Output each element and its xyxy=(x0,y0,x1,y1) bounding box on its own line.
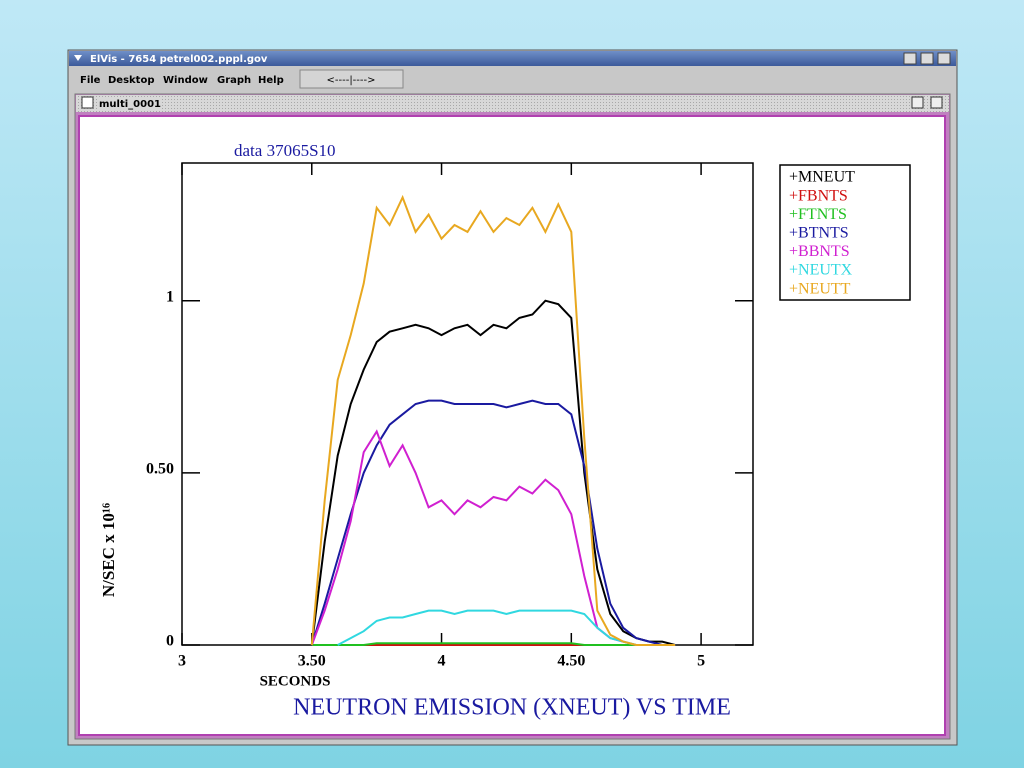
legend xyxy=(779,164,911,301)
subwindow-icon[interactable] xyxy=(81,96,94,109)
subwindow-title-bg xyxy=(97,97,161,109)
minimize-button[interactable] xyxy=(903,52,917,65)
legend-entry: +BTNTS xyxy=(789,224,849,241)
legend-entry: +FTNTS xyxy=(789,206,847,223)
legend-entry: +FBNTS xyxy=(789,187,848,204)
window-menu-icon[interactable] xyxy=(74,55,82,61)
x-tick-label: 3 xyxy=(178,653,186,670)
series-line xyxy=(310,194,676,646)
y-tick-label: 1 xyxy=(166,288,174,305)
slider-button[interactable] xyxy=(299,69,404,89)
subwindow-maximize[interactable] xyxy=(911,96,924,109)
menu-item[interactable]: Graph xyxy=(217,75,251,86)
series-line xyxy=(310,399,676,646)
menu-bar: File Desktop Window Graph Help xyxy=(80,75,284,86)
legend-entry: +MNEUT xyxy=(789,169,855,186)
window-title: ElVis - 7654 petrel002.pppl.gov xyxy=(90,54,268,65)
series-line xyxy=(311,642,676,646)
menu-item[interactable]: File xyxy=(80,75,101,86)
y-tick-label: 0.50 xyxy=(146,461,174,478)
title-bar xyxy=(69,51,956,66)
x-tick-label: 3.50 xyxy=(298,653,326,670)
subwindow-close[interactable] xyxy=(930,96,943,109)
chart-title: NEUTRON EMISSION (XNEUT) VS TIME xyxy=(293,695,731,721)
subwindow-title-bar xyxy=(76,95,949,112)
x-tick-label: 5 xyxy=(697,653,705,670)
series-line xyxy=(310,299,676,646)
menu-item[interactable]: Help xyxy=(258,75,284,86)
menu-item[interactable]: Window xyxy=(163,75,208,86)
legend-entry: +NEUTT xyxy=(789,280,851,297)
menu-item[interactable]: Desktop xyxy=(108,75,155,86)
legend-entry: +BBNTS xyxy=(789,243,850,260)
slider-label[interactable]: <----|----> xyxy=(327,75,376,86)
y-tick-label: 0 xyxy=(166,633,174,650)
subwindow-title: multi_0001 xyxy=(99,99,161,110)
chart-subtitle: data 37065S10 xyxy=(234,141,336,160)
maximize-button[interactable] xyxy=(920,52,934,65)
legend-entry: +NEUTX xyxy=(789,262,853,279)
x-tick-label: 4.50 xyxy=(557,653,585,670)
x-axis-label: SECONDS xyxy=(260,673,331,689)
close-button[interactable] xyxy=(937,52,951,65)
y-axis-label: N/SEC x 10¹⁶ xyxy=(99,503,118,597)
x-tick-label: 4 xyxy=(438,653,446,670)
